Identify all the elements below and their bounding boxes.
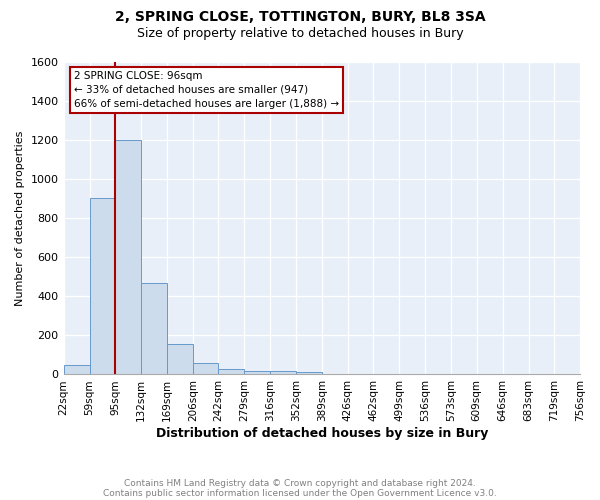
Y-axis label: Number of detached properties: Number of detached properties [15, 130, 25, 306]
Bar [271, 370, 296, 374]
Text: Contains HM Land Registry data © Crown copyright and database right 2024.: Contains HM Land Registry data © Crown c… [124, 478, 476, 488]
Bar [89, 198, 115, 374]
Text: 2, SPRING CLOSE, TOTTINGTON, BURY, BL8 3SA: 2, SPRING CLOSE, TOTTINGTON, BURY, BL8 3… [115, 10, 485, 24]
Bar [115, 140, 141, 374]
Bar [296, 372, 322, 374]
X-axis label: Distribution of detached houses by size in Bury: Distribution of detached houses by size … [155, 427, 488, 440]
Text: Contains public sector information licensed under the Open Government Licence v3: Contains public sector information licen… [103, 488, 497, 498]
Bar [141, 282, 167, 374]
Bar [218, 368, 244, 374]
Text: 2 SPRING CLOSE: 96sqm
← 33% of detached houses are smaller (947)
66% of semi-det: 2 SPRING CLOSE: 96sqm ← 33% of detached … [74, 71, 339, 109]
Bar [167, 344, 193, 374]
Text: Size of property relative to detached houses in Bury: Size of property relative to detached ho… [137, 28, 463, 40]
Bar [244, 370, 271, 374]
Bar [193, 362, 218, 374]
Bar [64, 364, 89, 374]
